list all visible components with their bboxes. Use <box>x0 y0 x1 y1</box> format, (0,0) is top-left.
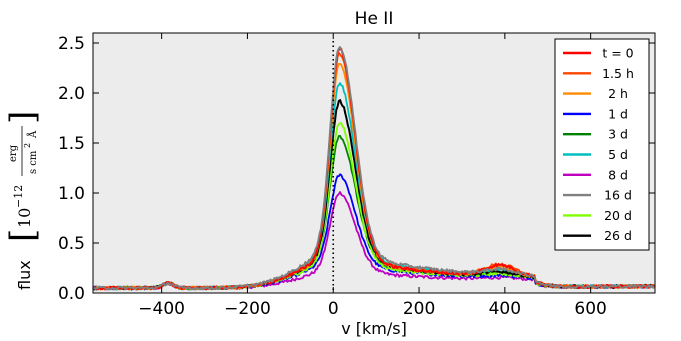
y-axis-unit-numerator: erg <box>8 144 19 162</box>
y-axis-bracket-right: ] <box>3 111 43 124</box>
y-tick-label: 2.5 <box>58 34 85 54</box>
y-axis-unit-denominator: s cm <box>28 150 39 174</box>
y-axis-unit-exponent: −12 <box>12 185 25 208</box>
y-tick-label: 1.0 <box>58 184 85 204</box>
y-axis-ticks: 0.0 0.5 1.0 1.5 2.0 2.5 <box>58 34 655 304</box>
y-tick-label: 0.5 <box>58 234 85 254</box>
y-axis-label: flux [ 10 −12 erg s cm 2 Å ] <box>3 111 43 290</box>
y-axis-unit-denominator-power: 2 <box>23 143 32 148</box>
y-tick-label: 1.5 <box>58 134 85 154</box>
x-tick-label: −400 <box>138 299 185 319</box>
y-axis-label-text: flux <box>15 260 34 290</box>
legend-entry: t = 0 <box>602 46 633 61</box>
series-layer <box>92 46 655 291</box>
legend-entry: 5 d <box>608 147 628 162</box>
y-axis-unit-angstrom: Å <box>27 130 39 139</box>
x-axis-label: v [km/s] <box>341 319 407 338</box>
x-axis-ticks: −400 −200 0 200 400 600 <box>138 33 607 319</box>
legend-entry: 8 d <box>608 167 628 182</box>
x-tick-label: 600 <box>574 299 606 319</box>
chart-title: He II <box>355 9 394 29</box>
x-tick-label: 0 <box>328 299 339 319</box>
x-tick-label: 400 <box>489 299 521 319</box>
x-tick-label: −200 <box>224 299 271 319</box>
legend-entry: 3 d <box>608 127 628 142</box>
legend: t = 0 1.5 h 2 h 1 d 3 d 5 d 8 d 16 d 20 d 26 d <box>554 38 650 251</box>
x-tick-label: 200 <box>403 299 435 319</box>
legend-entry: 26 d <box>604 228 632 243</box>
y-axis-unit-base: 10 <box>15 208 34 228</box>
legend-items: t = 0 1.5 h 2 h 1 d 3 d 5 d 8 d 16 d 20 d 26 d <box>563 46 634 243</box>
y-tick-label: 2.0 <box>58 84 85 104</box>
series-line-16d <box>92 46 655 291</box>
plot-frame <box>92 32 656 294</box>
y-axis-bracket-left: [ <box>3 229 43 242</box>
legend-entry: 1.5 h <box>602 66 634 81</box>
legend-entry: 16 d <box>604 188 632 203</box>
legend-entry: 1 d <box>608 106 628 121</box>
legend-entry: 20 d <box>604 208 632 223</box>
y-tick-label: 0.0 <box>58 284 85 304</box>
legend-entry: 2 h <box>608 86 628 101</box>
